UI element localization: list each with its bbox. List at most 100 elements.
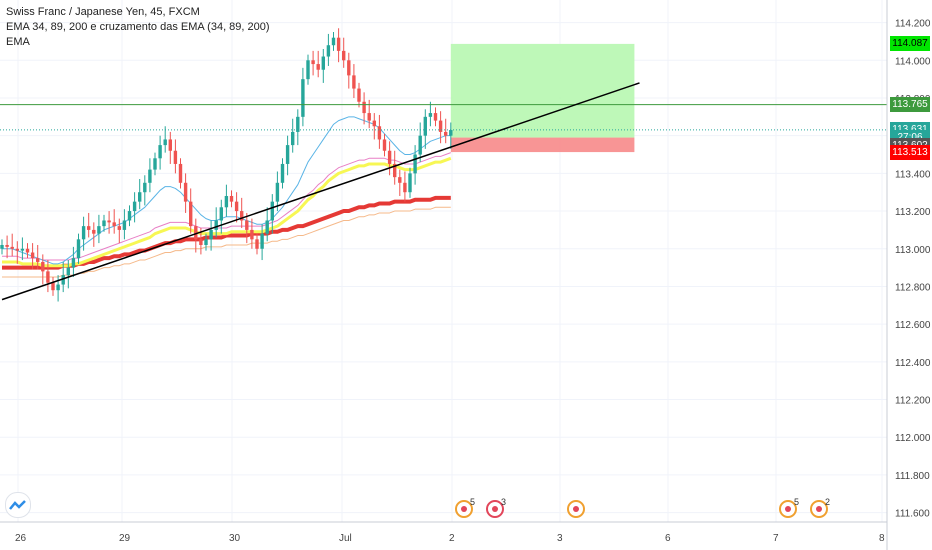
indicator-ema-cross[interactable]: EMA 34, 89, 200 e cruzamento das EMA (34… xyxy=(6,21,270,33)
candle-body xyxy=(433,113,438,121)
x-tick-label: 7 xyxy=(773,533,779,544)
indicator-ema[interactable]: EMA xyxy=(6,36,30,48)
symbol-title: Swiss Franc / Japanese Yen, 45, FXCM xyxy=(6,6,200,18)
candle-body xyxy=(280,163,285,183)
candle-body xyxy=(173,150,178,164)
candle-body xyxy=(311,60,315,65)
candle-body xyxy=(5,244,9,247)
x-tick-label: 6 xyxy=(665,533,671,544)
candle-body xyxy=(336,37,341,51)
event-dot-icon xyxy=(492,506,498,512)
y-tick-label: 112.600 xyxy=(895,320,931,331)
event-count: 3 xyxy=(501,497,507,507)
candle-body xyxy=(107,220,111,223)
candle-body xyxy=(76,239,81,259)
candle-body xyxy=(229,195,234,202)
price-tag: 113.765 xyxy=(890,97,930,113)
candle-body xyxy=(122,220,127,230)
take-profit-zone xyxy=(450,43,635,138)
candle-body xyxy=(66,267,70,276)
y-tick-label: 111.800 xyxy=(895,471,930,482)
candle-body xyxy=(301,79,305,117)
candle-body xyxy=(444,131,448,136)
candle-body xyxy=(270,201,274,221)
candle-body xyxy=(51,282,55,291)
event-count: 2 xyxy=(825,497,831,507)
event-dot-icon xyxy=(461,506,467,512)
y-tick-label: 111.600 xyxy=(895,509,930,520)
candle-body xyxy=(117,226,121,230)
tradingview-logo-icon[interactable] xyxy=(5,492,31,518)
candle-body xyxy=(153,158,157,170)
candle-body xyxy=(316,64,320,70)
event-marker[interactable]: 3 xyxy=(486,497,507,518)
candle-body xyxy=(219,207,223,221)
candle-body xyxy=(71,258,76,268)
y-tick-label: 114.000 xyxy=(895,56,931,67)
candle-body xyxy=(132,201,137,212)
candles xyxy=(0,28,453,302)
candle-body xyxy=(189,201,193,227)
trend-line xyxy=(1,82,640,301)
candle-body xyxy=(413,154,417,174)
candle-body xyxy=(234,201,239,212)
position-zones xyxy=(450,43,635,153)
event-marker[interactable]: 5 xyxy=(455,497,476,518)
candle-body xyxy=(285,145,290,164)
candle-body xyxy=(183,182,188,202)
candle-body xyxy=(342,50,346,61)
event-marker[interactable] xyxy=(567,500,585,518)
y-tick-label: 113.000 xyxy=(895,245,931,256)
chart-legend: Swiss Franc / Japanese Yen, 45, FXCM EMA… xyxy=(6,5,270,50)
candle-body xyxy=(10,246,14,249)
candle-body xyxy=(250,229,254,240)
candle-body xyxy=(97,226,101,234)
x-tick-label: 30 xyxy=(229,533,241,544)
candle-body xyxy=(163,139,167,146)
candle-body xyxy=(393,163,397,178)
candle-body xyxy=(321,56,325,70)
candle-body xyxy=(438,120,443,132)
price-tag: 114.087 xyxy=(890,36,930,52)
candle-body xyxy=(326,45,331,57)
candle-body xyxy=(387,150,392,164)
candle-body xyxy=(449,130,453,136)
candle-body xyxy=(224,195,229,208)
candle-body xyxy=(209,229,213,240)
candle-body xyxy=(357,88,361,102)
x-tick-label: 8 xyxy=(879,533,885,544)
y-tick-label: 112.400 xyxy=(895,358,931,369)
event-marker[interactable]: 2 xyxy=(810,497,831,518)
y-tick-label: 113.400 xyxy=(895,169,931,180)
candle-body xyxy=(331,37,336,46)
candle-body xyxy=(291,131,295,146)
candle-body xyxy=(255,239,259,249)
candle-body xyxy=(168,139,172,151)
candle-body xyxy=(102,220,106,227)
candle-body xyxy=(148,169,152,183)
candle-body xyxy=(112,222,116,227)
x-tick-label: Jul xyxy=(339,533,352,544)
candle-body xyxy=(0,244,4,249)
candle-body xyxy=(127,211,132,221)
candle-body xyxy=(25,248,30,253)
event-marker[interactable]: 5 xyxy=(779,497,799,518)
event-dot-icon xyxy=(816,506,822,512)
event-count: 5 xyxy=(470,497,476,507)
candle-body xyxy=(265,220,269,234)
candle-body xyxy=(158,145,162,159)
y-tick-label: 112.800 xyxy=(895,282,931,293)
candle-body xyxy=(398,177,402,183)
candle-body xyxy=(372,120,376,127)
event-dot-icon xyxy=(573,506,579,512)
ema-89-line xyxy=(2,156,452,268)
candle-body xyxy=(61,275,65,285)
candle-body xyxy=(20,248,25,251)
grid xyxy=(0,0,887,522)
drawing-lines xyxy=(0,82,887,301)
candle-body xyxy=(240,211,244,221)
y-tick-label: 112.000 xyxy=(895,433,931,444)
event-dot-icon xyxy=(785,506,791,512)
y-tick-label: 113.200 xyxy=(895,207,931,218)
